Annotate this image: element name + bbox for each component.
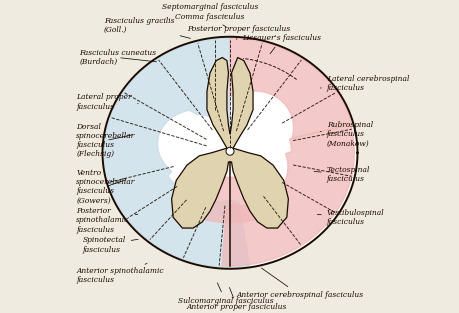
Text: Fasciculus gracilis
(Goll.): Fasciculus gracilis (Goll.)	[104, 17, 190, 38]
Text: Posterior proper fasciculus: Posterior proper fasciculus	[186, 25, 290, 39]
Text: Ventro
spinocerebellar
fasciculus
(Gowers): Ventro spinocerebellar fasciculus (Gower…	[76, 169, 135, 204]
Text: Lateral proper
fasciculus: Lateral proper fasciculus	[76, 94, 138, 111]
Circle shape	[225, 147, 234, 155]
Text: Dorsal
spinocerebellar
fasciculus
(Flechsig): Dorsal spinocerebellar fasciculus (Flech…	[76, 123, 135, 158]
Polygon shape	[198, 176, 261, 223]
Text: Fasciculus cuneatus
(Burdach): Fasciculus cuneatus (Burdach)	[79, 49, 156, 66]
Text: Anterior cerebrospinal fasciculus: Anterior cerebrospinal fasciculus	[235, 268, 363, 299]
Polygon shape	[171, 58, 288, 228]
Text: Posterior
spinothalamic
fasciculus: Posterior spinothalamic fasciculus	[76, 207, 138, 233]
Polygon shape	[104, 38, 249, 267]
Text: Vestibulospinal
fasciculus: Vestibulospinal fasciculus	[317, 209, 384, 226]
Text: Anterior proper fasciculus: Anterior proper fasciculus	[186, 287, 287, 311]
Text: Anterior spinothalamic
fasciculus: Anterior spinothalamic fasciculus	[76, 263, 164, 284]
Polygon shape	[222, 125, 353, 266]
Text: Comma fasciculus: Comma fasciculus	[174, 13, 244, 27]
Text: Septomarginal fasciculus: Septomarginal fasciculus	[162, 3, 258, 16]
Text: Spinotectal
fasciculus: Spinotectal fasciculus	[82, 236, 138, 254]
Polygon shape	[102, 37, 357, 269]
Text: Tectospinal
fasciculus: Tectospinal fasciculus	[313, 166, 369, 183]
Text: Rubrospinal
fasciculus
(Monakow): Rubrospinal fasciculus (Monakow)	[319, 121, 372, 147]
Text: Lateral cerebrospinal
fasciculus: Lateral cerebrospinal fasciculus	[319, 75, 408, 92]
Text: Sulcomarginal fasciculus: Sulcomarginal fasciculus	[177, 283, 273, 305]
Text: Lissauer's fasciculus: Lissauer's fasciculus	[242, 34, 320, 54]
Polygon shape	[230, 38, 351, 138]
